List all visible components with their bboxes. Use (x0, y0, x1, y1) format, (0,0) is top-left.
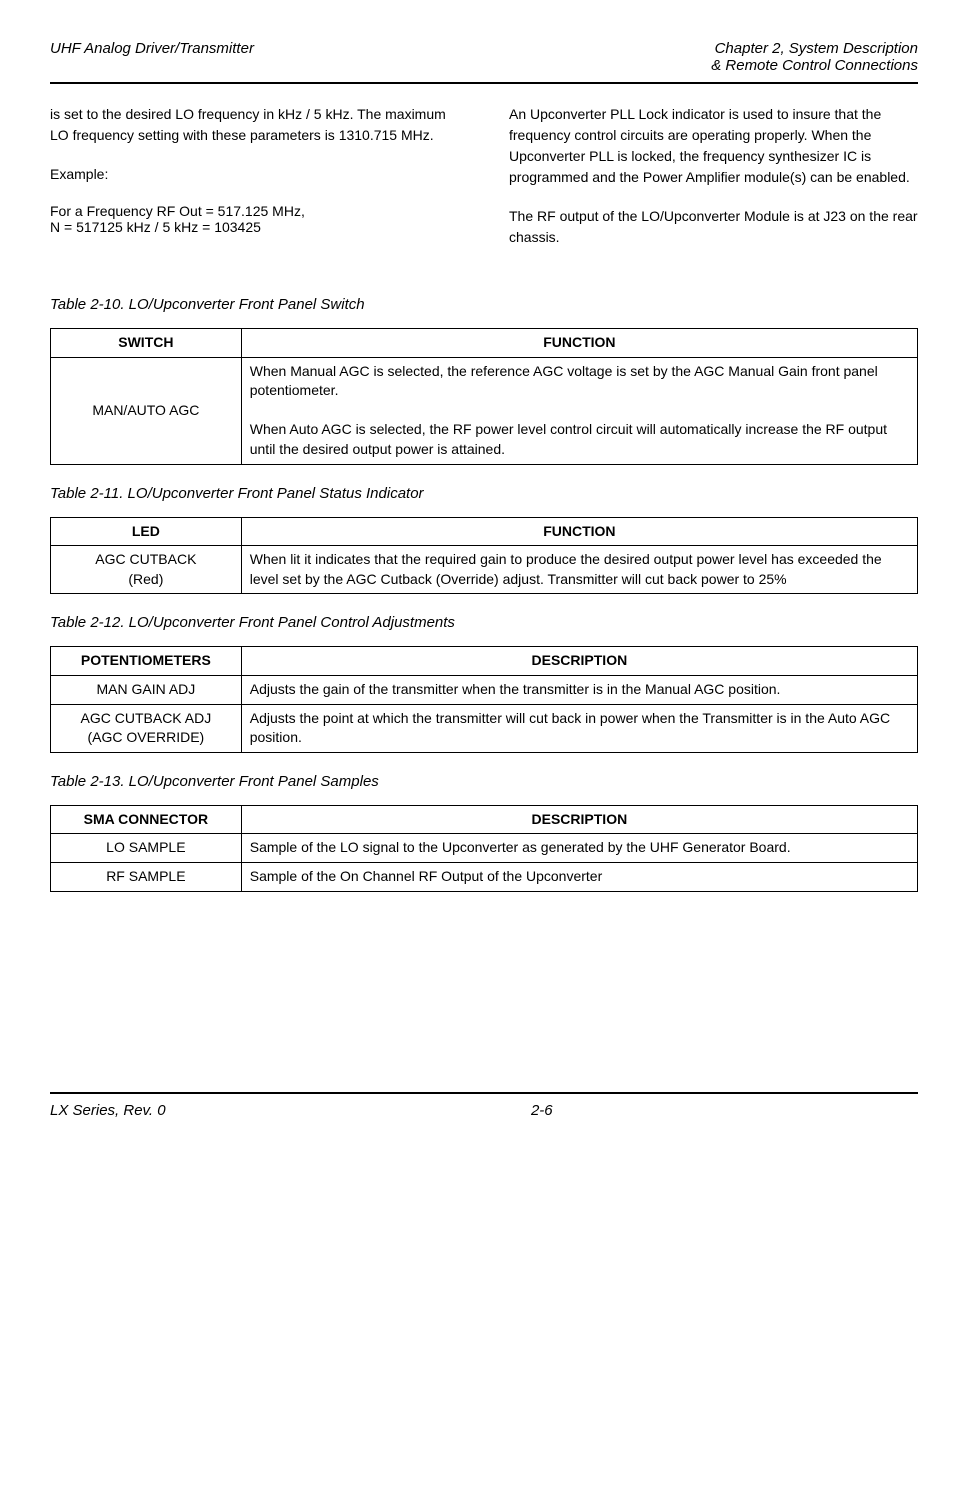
body-columns: is set to the desired LO frequency in kH… (50, 104, 918, 266)
t12-r0-c0: MAN GAIN ADJ (51, 675, 242, 704)
table-row: RF SAMPLE Sample of the On Channel RF Ou… (51, 862, 918, 891)
table-210-caption: Table 2-10. LO/Upconverter Front Panel S… (50, 296, 918, 313)
table-213-caption: Table 2-13. LO/Upconverter Front Panel S… (50, 773, 918, 790)
header-right-line1: Chapter 2, System Description (711, 40, 918, 57)
left-para1: is set to the desired LO frequency in kH… (50, 104, 459, 146)
table-213: SMA CONNECTOR DESCRIPTION LO SAMPLE Samp… (50, 805, 918, 892)
table-row: LO SAMPLE Sample of the LO signal to the… (51, 834, 918, 863)
header-left: UHF Analog Driver/Transmitter (50, 40, 254, 74)
t11-r0-c0: AGC CUTBACK (Red) (51, 546, 242, 594)
t13-header-sma: SMA CONNECTOR (51, 805, 242, 834)
table-row: AGC CUTBACK (Red) When lit it indicates … (51, 546, 918, 594)
table-row: MAN/AUTO AGC When Manual AGC is selected… (51, 357, 918, 464)
t10-r0-c0: MAN/AUTO AGC (51, 357, 242, 464)
table-210: SWITCH FUNCTION MAN/AUTO AGC When Manual… (50, 328, 918, 465)
header-right: Chapter 2, System Description & Remote C… (711, 40, 918, 74)
table-212-caption: Table 2-12. LO/Upconverter Front Panel C… (50, 614, 918, 631)
example-line2: N = 517125 kHz / 5 kHz = 103425 (50, 219, 459, 235)
t10-header-switch: SWITCH (51, 329, 242, 358)
footer-divider (50, 1092, 918, 1094)
header-right-line2: & Remote Control Connections (711, 57, 918, 74)
table-211-caption: Table 2-11. LO/Upconverter Front Panel S… (50, 485, 918, 502)
header-divider (50, 82, 918, 84)
t12-r1-c0: AGC CUTBACK ADJ (AGC OVERRIDE) (51, 704, 242, 752)
example-line1: For a Frequency RF Out = 517.125 MHz, (50, 203, 459, 219)
t13-header-desc: DESCRIPTION (241, 805, 917, 834)
t13-r0-c0: LO SAMPLE (51, 834, 242, 863)
right-column: An Upconverter PLL Lock indicator is use… (509, 104, 918, 266)
t13-r1-c0: RF SAMPLE (51, 862, 242, 891)
t11-header-function: FUNCTION (241, 517, 917, 546)
page-header: UHF Analog Driver/Transmitter Chapter 2,… (50, 40, 918, 74)
right-para2: The RF output of the LO/Upconverter Modu… (509, 206, 918, 248)
t13-r1-c1: Sample of the On Channel RF Output of th… (241, 862, 917, 891)
t11-header-led: LED (51, 517, 242, 546)
table-212: POTENTIOMETERS DESCRIPTION MAN GAIN ADJ … (50, 646, 918, 752)
table-row: AGC CUTBACK ADJ (AGC OVERRIDE) Adjusts t… (51, 704, 918, 752)
t12-header-desc: DESCRIPTION (241, 647, 917, 676)
t13-r0-c1: Sample of the LO signal to the Upconvert… (241, 834, 917, 863)
t10-header-function: FUNCTION (241, 329, 917, 358)
table-211: LED FUNCTION AGC CUTBACK (Red) When lit … (50, 517, 918, 595)
t12-r0-c1: Adjusts the gain of the transmitter when… (241, 675, 917, 704)
right-para1: An Upconverter PLL Lock indicator is use… (509, 104, 918, 188)
table-row: MAN GAIN ADJ Adjusts the gain of the tra… (51, 675, 918, 704)
t10-r0-c1: When Manual AGC is selected, the referen… (241, 357, 917, 464)
left-column: is set to the desired LO frequency in kH… (50, 104, 459, 266)
footer-center: 2-6 (531, 1102, 553, 1119)
t12-r1-c1: Adjusts the point at which the transmitt… (241, 704, 917, 752)
t11-r0-c1: When lit it indicates that the required … (241, 546, 917, 594)
example-label: Example: (50, 164, 459, 185)
footer-left: LX Series, Rev. 0 (50, 1102, 166, 1119)
page-footer: LX Series, Rev. 0 2-6 (50, 1102, 918, 1119)
t12-header-pot: POTENTIOMETERS (51, 647, 242, 676)
